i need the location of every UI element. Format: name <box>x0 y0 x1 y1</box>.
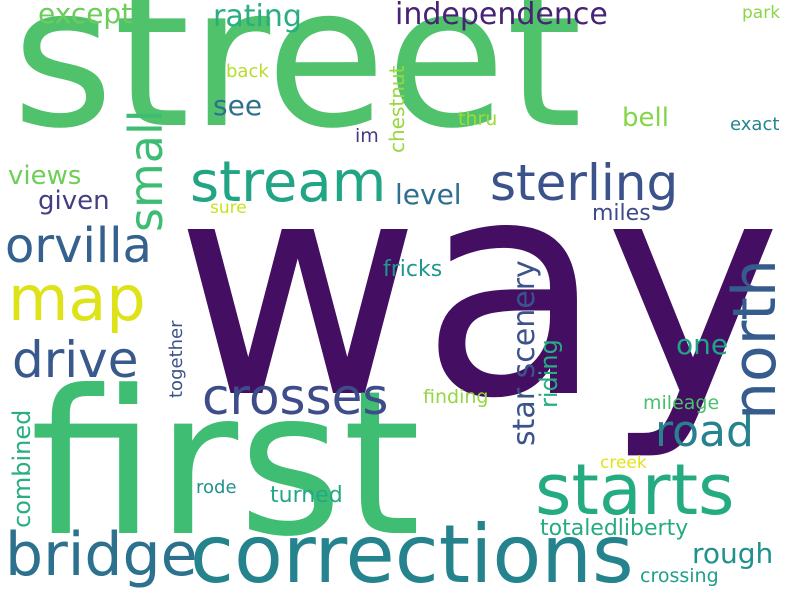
word-crossing: crossing <box>640 565 719 587</box>
word-park: park <box>742 3 781 23</box>
word-starts: starts <box>535 449 735 531</box>
word-north: north <box>720 259 790 420</box>
word-corrections: corrections <box>190 508 634 600</box>
word-level: level <box>395 178 462 211</box>
word-rating: rating <box>213 0 302 34</box>
word-bell: bell <box>622 103 669 133</box>
word-fricks: fricks <box>383 257 443 282</box>
word-im: im <box>355 125 379 147</box>
word-except: except <box>38 0 133 30</box>
word-drive: drive <box>12 331 139 389</box>
word-bridge: bridge <box>5 520 198 590</box>
word-see: see <box>213 89 263 122</box>
word-orvilla: orvilla <box>5 218 152 274</box>
word-rough: rough <box>692 537 774 570</box>
word-mileage: mileage <box>643 392 720 414</box>
word-chestnut: chestnut <box>385 65 409 153</box>
word-views: views <box>8 161 82 191</box>
word-sure: sure <box>210 198 247 218</box>
word-one: one <box>676 328 729 361</box>
word-creek: creek <box>600 453 647 473</box>
word-finding: finding <box>423 386 489 408</box>
word-first: first <box>30 348 421 581</box>
word-thru: thru <box>458 108 498 130</box>
word-map: map <box>8 262 146 335</box>
word-together: together <box>166 320 187 398</box>
word-stream: stream <box>190 150 387 215</box>
word-back: back <box>226 61 269 82</box>
word-crosses: crosses <box>202 368 389 426</box>
word-sterling: sterling <box>490 154 679 212</box>
word-road: road <box>655 406 754 457</box>
word-riding: riding <box>535 339 563 408</box>
word-rode: rode <box>196 477 237 498</box>
word-totaledliberty: totaledliberty <box>540 516 689 541</box>
word-independence: independence <box>395 0 608 32</box>
word-small: small <box>119 109 173 232</box>
word-exact: exact <box>730 114 780 135</box>
word-given: given <box>38 186 110 216</box>
word-street: street <box>12 0 583 171</box>
word-way: way <box>175 115 782 464</box>
word-combined: combined <box>8 409 36 528</box>
word-miles: miles <box>592 201 651 226</box>
word-turned: turned <box>270 483 343 508</box>
